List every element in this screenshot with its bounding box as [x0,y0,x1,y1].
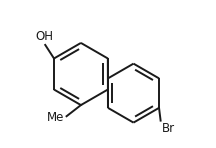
Text: Me: Me [47,111,65,124]
Text: Br: Br [161,122,175,135]
Text: OH: OH [35,30,53,43]
